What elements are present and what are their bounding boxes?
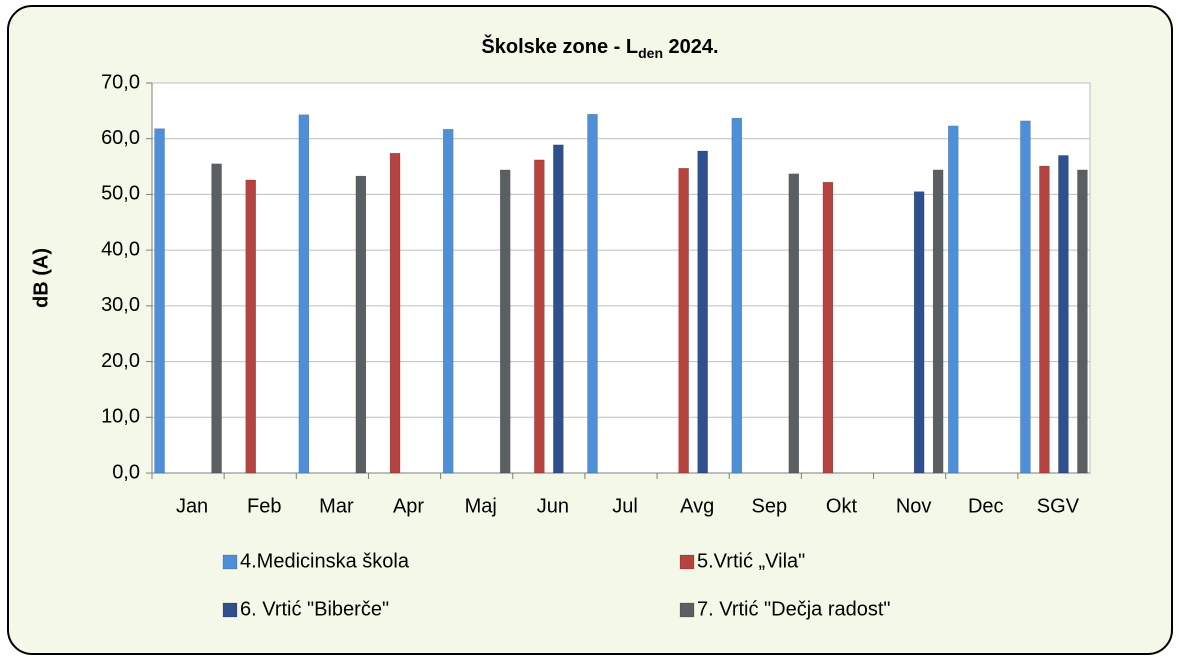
bar <box>1020 120 1031 474</box>
bar <box>245 179 256 474</box>
y-axis-title: dB (A) <box>30 248 52 308</box>
bar <box>1058 155 1069 474</box>
bar <box>355 175 367 474</box>
bar <box>1077 169 1088 474</box>
legend-swatch <box>679 554 695 570</box>
title-subscript: den <box>638 45 663 61</box>
y-tick-label: 30,0 <box>101 294 140 316</box>
y-tick-label: 70,0 <box>101 71 140 93</box>
bar <box>587 113 598 474</box>
legend-label: 5.Vrtić „Vila" <box>697 550 805 572</box>
x-tick-label: Avg <box>680 495 714 517</box>
y-tick-label: 0,0 <box>112 461 140 483</box>
y-tick-label: 40,0 <box>101 238 140 260</box>
bar <box>913 191 925 474</box>
bar <box>697 150 708 474</box>
y-tick-label: 60,0 <box>101 127 140 149</box>
y-tick-label: 50,0 <box>101 183 140 205</box>
title-end: 2024. <box>663 36 719 58</box>
x-tick-label: SGV <box>1037 495 1080 517</box>
x-tick-label: Jul <box>612 495 638 517</box>
x-tick-label: Nov <box>896 495 932 517</box>
legend-label: 6. Vrtić "Biberče" <box>240 598 389 620</box>
legend-swatch <box>222 602 238 618</box>
x-tick-label: Jan <box>176 495 208 517</box>
bar <box>822 181 834 474</box>
y-tick-label: 10,0 <box>101 406 140 428</box>
bar <box>154 128 165 474</box>
legend-swatch <box>679 602 695 618</box>
bar <box>788 173 800 474</box>
x-tick-label: Dec <box>968 495 1004 517</box>
bar <box>678 167 689 474</box>
bar <box>948 125 959 474</box>
x-tick-label: Feb <box>247 495 281 517</box>
legend-label: 4.Medicinska škola <box>240 550 410 572</box>
x-tick-label: Okt <box>826 495 858 517</box>
legend-label: 7. Vrtić "Dečja radost" <box>697 598 891 620</box>
x-tick-label: Jun <box>537 495 569 517</box>
bar <box>1039 165 1050 474</box>
bar <box>534 159 545 474</box>
x-tick-label: Maj <box>465 495 497 517</box>
x-tick-label: Sep <box>752 495 788 517</box>
bar <box>211 163 222 474</box>
title-main: Školske zone - L <box>481 34 638 58</box>
chart-title: Školske zone - Lden 2024. <box>481 34 718 60</box>
bar <box>298 114 310 474</box>
bar <box>731 117 743 474</box>
bar <box>553 144 564 474</box>
bar <box>442 128 454 474</box>
x-tick-label: Apr <box>393 495 424 517</box>
bar <box>389 152 401 474</box>
legend-swatch <box>222 554 238 570</box>
bar <box>499 169 511 474</box>
y-tick-label: 20,0 <box>101 350 140 372</box>
x-tick-label: Mar <box>319 495 354 517</box>
bar <box>932 169 944 474</box>
